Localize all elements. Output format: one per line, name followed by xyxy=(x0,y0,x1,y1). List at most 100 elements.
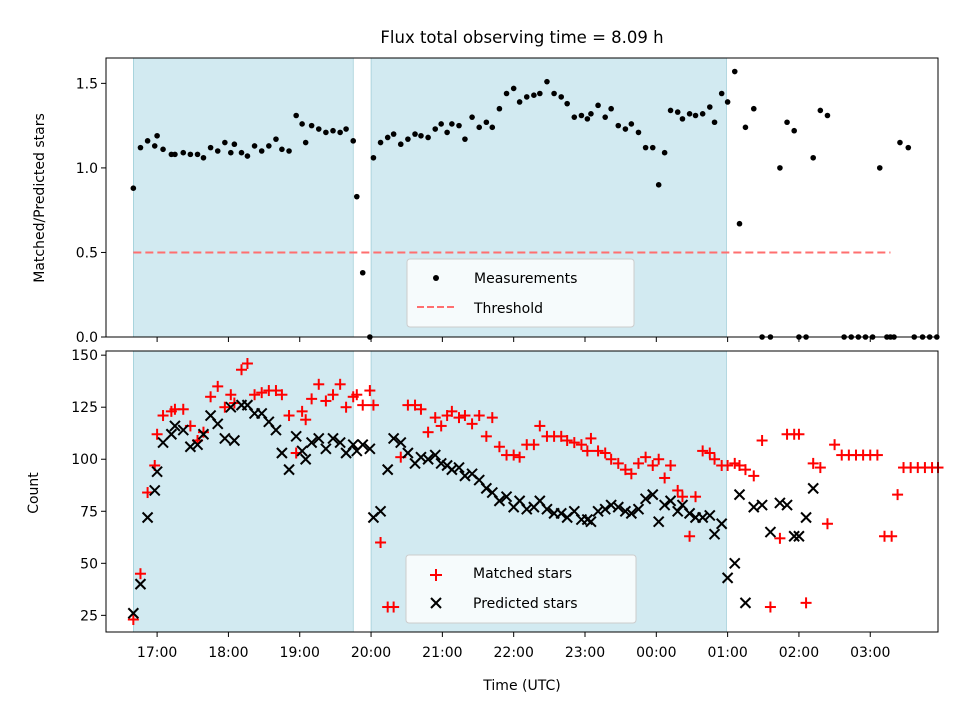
cross-b xyxy=(671,505,684,517)
cross-b xyxy=(581,513,594,526)
cross-b xyxy=(313,432,325,445)
matched-star-point xyxy=(528,439,540,451)
y-tick-label: 50 xyxy=(80,556,98,572)
measurement-point xyxy=(731,68,738,75)
measurement-point xyxy=(462,136,468,142)
legend-predicted-marker xyxy=(430,597,442,609)
matched-star-point xyxy=(534,420,546,432)
cross-b xyxy=(480,482,493,495)
measurement-point xyxy=(432,126,439,132)
measurement-point xyxy=(160,146,166,153)
measurement-point xyxy=(130,185,137,191)
measurement-point xyxy=(286,148,292,154)
measurement-point xyxy=(736,220,743,227)
x-tick-label: 03:00 xyxy=(850,645,890,661)
cross-b xyxy=(605,499,617,511)
cross-b xyxy=(715,518,728,530)
matched-star-point xyxy=(134,568,146,580)
measurement-point xyxy=(711,119,718,126)
measurement-point xyxy=(390,131,397,137)
matched-star-point xyxy=(327,389,339,401)
matched-star-point xyxy=(734,459,746,471)
matched-star-point xyxy=(647,459,659,471)
matched-star-point xyxy=(555,430,567,442)
matched-star-point xyxy=(697,445,709,457)
cross-b xyxy=(395,436,407,449)
measurement-point xyxy=(359,269,366,276)
cross-b xyxy=(541,503,553,515)
matched-star-point xyxy=(235,364,247,376)
measurement-point xyxy=(438,121,444,127)
bottom-legend-box xyxy=(405,554,637,624)
matched-star-point xyxy=(886,530,898,542)
measurement-point xyxy=(897,139,903,146)
matched-star-point xyxy=(729,457,741,469)
matched-star-point xyxy=(205,391,217,403)
measurement-point xyxy=(412,131,418,137)
predicted-star-point xyxy=(169,420,181,432)
measurement-point xyxy=(503,90,510,97)
predicted-star-point xyxy=(764,526,777,538)
measurement-point xyxy=(679,116,686,122)
matched-star-point xyxy=(446,405,458,417)
measurement-point xyxy=(266,143,272,149)
measurement-point xyxy=(602,114,608,120)
cross-b xyxy=(466,468,478,480)
cross-b xyxy=(402,447,414,459)
x-tick-label: 17:00 xyxy=(137,645,177,661)
x-tick-label: 02:00 xyxy=(779,645,819,661)
measurement-point xyxy=(571,114,578,120)
matched-star-point xyxy=(177,403,189,415)
cross-b xyxy=(151,466,163,478)
top-x-ticks xyxy=(156,337,871,342)
observing-window-shade xyxy=(133,350,354,633)
measurement-point xyxy=(706,104,713,110)
cross-b xyxy=(473,474,485,486)
matched-star-point xyxy=(632,457,644,469)
matched-star-point xyxy=(665,459,677,471)
bottom-x-ticks: 17:00 18:00 19:00 20:00 21:00 22:00 23:00 00:00… xyxy=(137,632,890,661)
measurement-point xyxy=(784,119,790,126)
cross-b xyxy=(228,434,241,447)
predicted-star-point xyxy=(381,463,394,476)
legend-measurements-label: Measurements xyxy=(474,271,577,287)
measurement-point xyxy=(564,100,570,107)
cross-b xyxy=(625,507,638,520)
cross-b xyxy=(347,438,359,451)
measurement-point xyxy=(635,129,642,136)
measurement-point xyxy=(449,121,455,127)
measurement-point xyxy=(608,105,614,112)
cross-b xyxy=(263,416,275,428)
measurement-point xyxy=(214,148,221,154)
cross-b xyxy=(127,607,140,619)
matched-star-point xyxy=(409,399,421,411)
measurement-point xyxy=(642,144,649,151)
measurement-point xyxy=(615,122,622,129)
cross-b xyxy=(807,482,819,495)
top-axes-frame xyxy=(105,57,939,338)
matched-star-point xyxy=(480,430,492,442)
predicted-star-point xyxy=(521,503,533,515)
predicted-star-point xyxy=(313,432,325,445)
cross-b xyxy=(270,424,282,436)
x-tick-label: 01:00 xyxy=(707,645,747,661)
matched-star-point xyxy=(672,484,684,496)
cross-b xyxy=(500,490,513,503)
cross-b xyxy=(387,432,400,445)
predicted-star-point xyxy=(402,447,414,459)
predicted-star-point xyxy=(151,466,163,478)
predicted-star-point xyxy=(177,424,189,436)
cross-b xyxy=(283,463,295,476)
cross-b xyxy=(793,530,805,542)
measurement-point xyxy=(299,121,305,127)
cross-b xyxy=(184,441,197,453)
matched-star-point xyxy=(283,410,295,422)
measurement-point xyxy=(667,107,674,114)
measurement-point xyxy=(584,116,591,122)
measurement-point xyxy=(588,111,594,117)
predicted-star-point xyxy=(225,401,237,413)
predicted-star-point xyxy=(612,501,624,513)
predicted-star-point xyxy=(374,505,387,517)
top-legend: Measurements Threshold xyxy=(406,258,635,328)
